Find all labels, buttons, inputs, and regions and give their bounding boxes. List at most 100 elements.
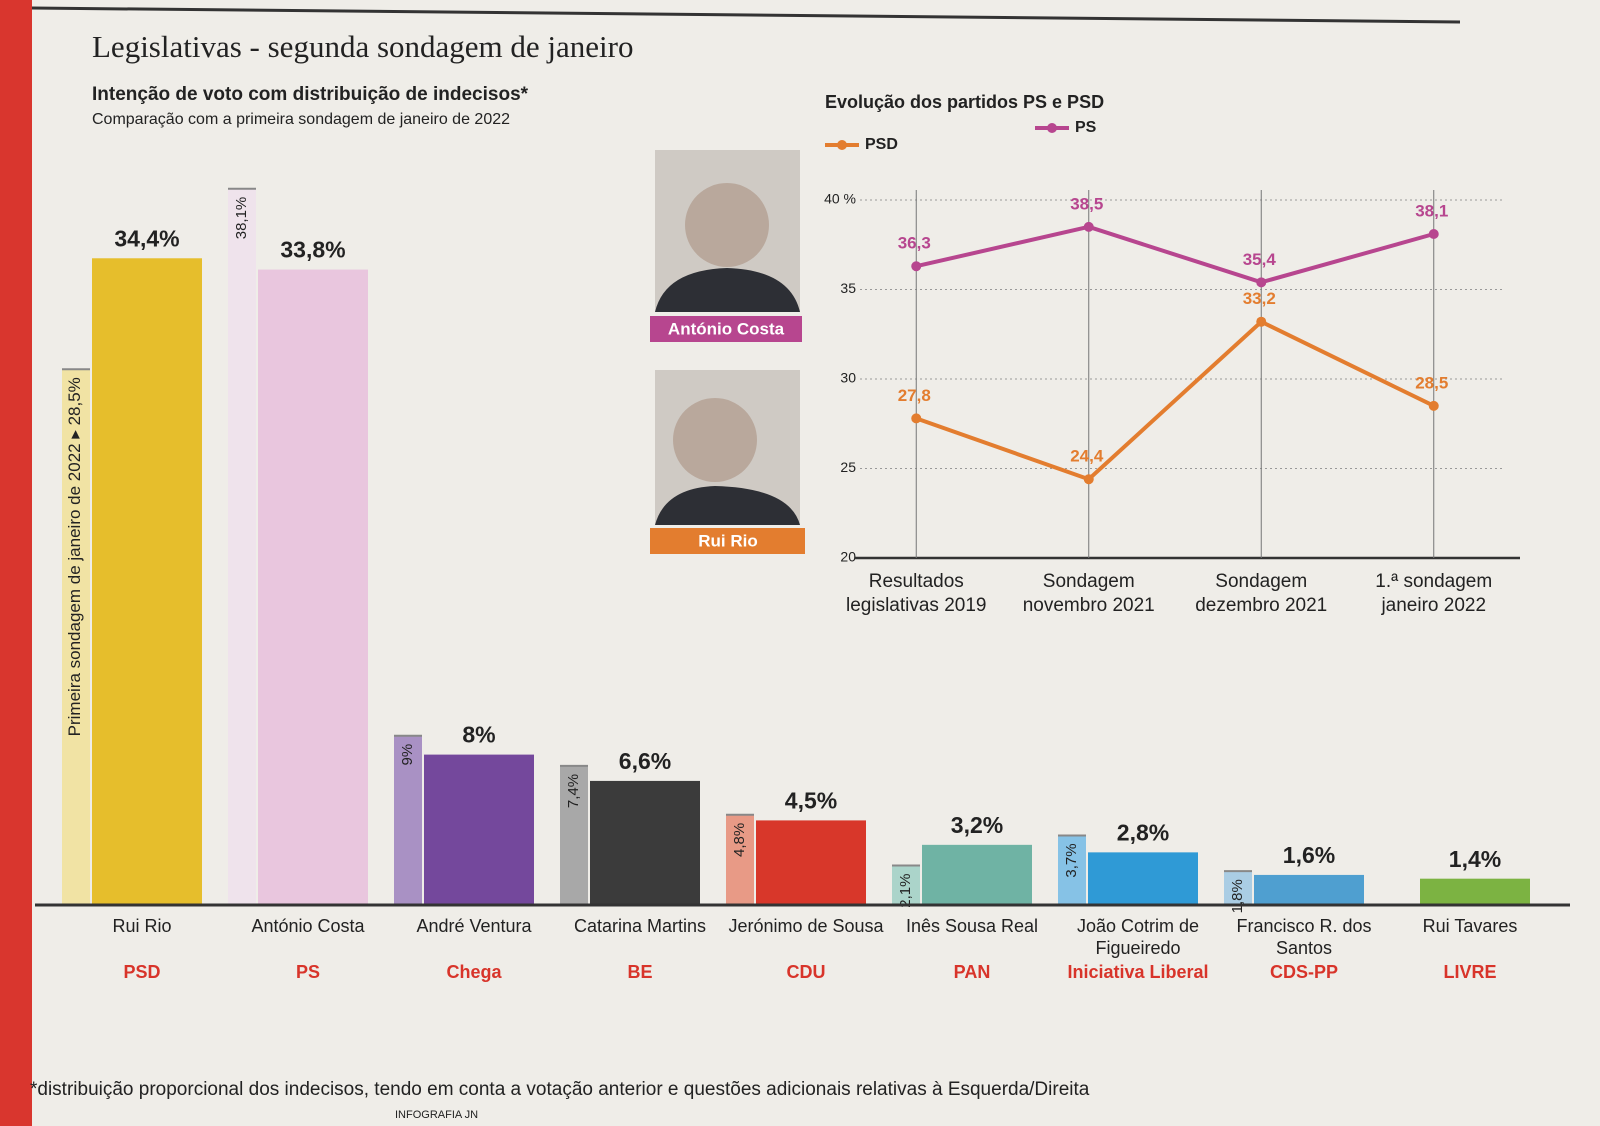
point: [1083, 474, 1094, 485]
point: [1428, 229, 1439, 240]
bar: [258, 269, 368, 905]
category-label: João Cotrim de Figueiredo: [1076, 916, 1200, 958]
value-label: 4,5%: [785, 787, 837, 813]
party-label: Chega: [446, 962, 502, 982]
credit: INFOGRAFIA JN: [395, 1109, 478, 1121]
category-label: Rui Tavares: [1422, 916, 1518, 936]
previous-value-label: 4,8%: [731, 823, 748, 857]
party-label: PS: [295, 962, 320, 982]
bar: [92, 258, 202, 905]
series-name: Primeira sondagem de janeiro de 2022: [65, 443, 84, 736]
category-label: Rui Rio: [112, 916, 172, 936]
point: [911, 261, 922, 272]
previous-label: 4,8%: [731, 823, 748, 857]
legend-marker: [837, 140, 847, 150]
value-label: 1,4%: [1449, 846, 1501, 872]
bar-previous: [394, 735, 422, 905]
value-label: 6,6%: [619, 748, 671, 774]
point: [1256, 277, 1267, 288]
category-label: Catarina Martins: [573, 916, 707, 936]
x-tick-label: 1.ª sondagem janeiro 2022: [1375, 571, 1493, 616]
previous-value-label: 9%: [399, 744, 416, 766]
photo-label-box: [650, 316, 802, 342]
subtitle: Intenção de voto com distribuição de ind…: [92, 84, 529, 105]
point: [1428, 400, 1439, 411]
previous-label: 7,4%: [565, 774, 582, 808]
value-label: 33,8%: [280, 237, 345, 263]
previous-value-label: 38,1%: [233, 197, 250, 240]
previous-value-label: 3,7%: [1063, 843, 1080, 877]
line-title: Evolução dos partidos PS e PSD: [825, 92, 1104, 112]
category-label: António Costa: [251, 916, 365, 936]
point: [1083, 221, 1094, 232]
y-tick-label: 25: [840, 459, 856, 475]
legend-marker: [1047, 123, 1057, 133]
x-tick-label: Sondagem novembro 2021: [1022, 571, 1155, 616]
bar: [1254, 874, 1364, 905]
previous-value-label: 28,5%: [65, 377, 84, 425]
value-label: 1,6%: [1283, 842, 1335, 868]
note: Comparação com a primeira sondagem de ja…: [92, 111, 510, 128]
value-label: 2,8%: [1117, 819, 1169, 845]
party-label: PSD: [123, 962, 161, 982]
photo-label-box: [650, 528, 805, 554]
value-label: 35,4: [1243, 250, 1277, 269]
photo-label: Rui Rio: [698, 531, 758, 550]
previous-label: 38,1%: [233, 197, 250, 240]
x-tick-label: Resultados legislativas 2019: [846, 571, 987, 616]
line: [915, 319, 1435, 482]
y-tick-label: 30: [840, 370, 856, 386]
photo-body: [655, 486, 800, 525]
legend-label: PS: [1075, 119, 1097, 136]
value-label: 33,2: [1243, 289, 1276, 308]
photo-face: [685, 183, 769, 267]
party-label: CDU: [786, 962, 826, 982]
bar-previous: [62, 369, 90, 905]
previous-value-label: 1,8%: [1229, 879, 1246, 913]
bar-previous: [1058, 835, 1086, 905]
bar: [1420, 878, 1530, 905]
separator: ▸: [65, 425, 84, 443]
bar-previous: [228, 188, 256, 906]
value-label: 27,8: [898, 386, 931, 405]
category-label: Jerónimo de Sousa: [728, 916, 884, 936]
bar-previous: [1224, 871, 1252, 905]
previous-label: 9%: [399, 744, 416, 766]
party-label: PAN: [953, 962, 991, 982]
value-label: 34,4%: [114, 225, 179, 251]
x-tick-label: Sondagem dezembro 2021: [1195, 571, 1328, 616]
bar: [922, 844, 1032, 905]
party-label: Iniciativa Liberal: [1067, 962, 1209, 982]
line: [915, 224, 1435, 285]
value-label: 28,5: [1415, 373, 1448, 392]
category-label: Francisco R. dos Santos: [1236, 916, 1372, 958]
bar: [424, 754, 534, 905]
photo-body: [655, 268, 800, 312]
category-label: André Ventura: [416, 916, 532, 936]
photo-face: [673, 398, 757, 482]
bar-previous: [726, 814, 754, 905]
point: [1256, 316, 1267, 327]
top-rule: [31, 6, 1461, 24]
photo-label: António Costa: [668, 319, 785, 338]
previous-value-label: 2,1%: [897, 874, 914, 908]
y-tick-label: 20: [840, 549, 856, 565]
y-tick-label: 35: [840, 280, 856, 296]
y-tick-label: 40 %: [824, 191, 856, 207]
title: Legislativas - segunda sondagem de janei…: [92, 29, 633, 64]
party-label: LIVRE: [1443, 962, 1497, 982]
bar-previous: [560, 765, 588, 905]
previous-label: 2,1%: [897, 874, 914, 908]
party-label: BE: [627, 962, 653, 982]
bar: [756, 820, 866, 905]
value-label: 24,4: [1070, 447, 1104, 466]
previous-value-label: 7,4%: [565, 774, 582, 808]
value-label: 8%: [462, 722, 495, 748]
point: [911, 413, 922, 424]
value-label: 38,1: [1415, 201, 1448, 220]
value-label: 36,3: [898, 234, 931, 253]
value-label: 3,2%: [951, 812, 1003, 838]
previous-label: 1,8%: [1229, 879, 1246, 913]
